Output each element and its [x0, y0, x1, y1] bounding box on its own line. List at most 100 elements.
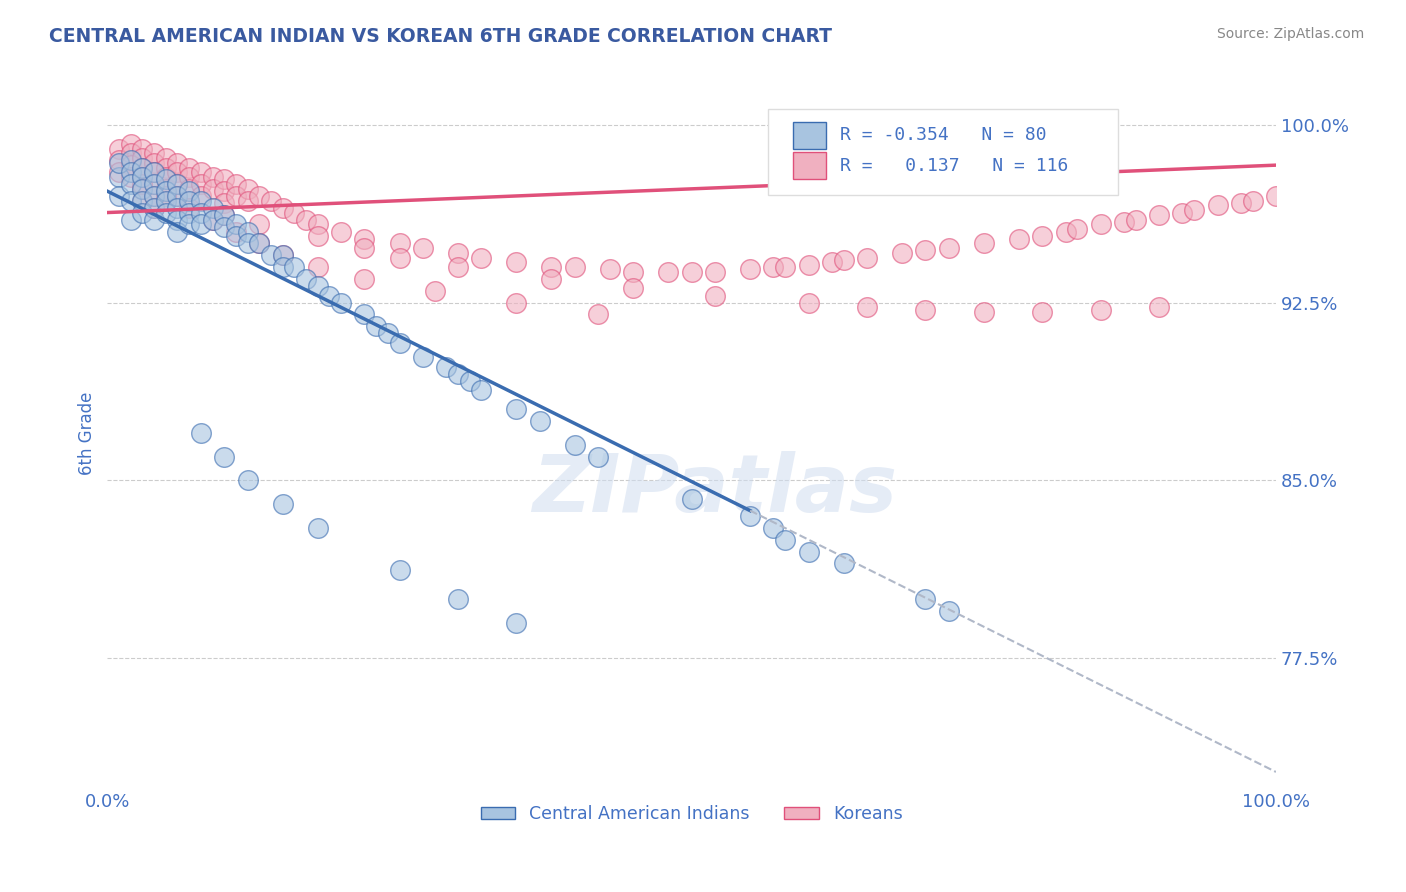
- Point: [353, 241, 375, 255]
- FancyBboxPatch shape: [768, 110, 1118, 194]
- Point: [131, 177, 153, 191]
- Point: [657, 265, 679, 279]
- Point: [505, 402, 527, 417]
- Point: [236, 194, 259, 208]
- Point: [1112, 215, 1135, 229]
- Point: [131, 194, 153, 208]
- Point: [179, 205, 201, 219]
- Point: [143, 155, 166, 169]
- Point: [155, 189, 177, 203]
- Point: [143, 146, 166, 161]
- Point: [681, 492, 703, 507]
- Point: [1265, 189, 1288, 203]
- Point: [505, 255, 527, 269]
- Point: [599, 262, 621, 277]
- Point: [236, 236, 259, 251]
- Point: [190, 194, 212, 208]
- Point: [447, 245, 470, 260]
- Point: [225, 189, 247, 203]
- Point: [973, 305, 995, 319]
- Point: [529, 414, 551, 428]
- Point: [1206, 198, 1229, 212]
- Point: [914, 244, 936, 258]
- Point: [212, 184, 235, 198]
- Point: [388, 564, 411, 578]
- Point: [131, 182, 153, 196]
- Point: [201, 169, 224, 184]
- Point: [295, 272, 318, 286]
- Point: [832, 252, 855, 267]
- Point: [179, 161, 201, 175]
- Point: [564, 438, 586, 452]
- Point: [1090, 218, 1112, 232]
- Point: [190, 205, 212, 219]
- Point: [131, 161, 153, 175]
- Point: [260, 194, 283, 208]
- Point: [586, 308, 609, 322]
- Point: [155, 194, 177, 208]
- Point: [470, 251, 492, 265]
- Point: [762, 521, 785, 535]
- Point: [131, 182, 153, 196]
- Point: [179, 201, 201, 215]
- Point: [388, 251, 411, 265]
- Point: [236, 474, 259, 488]
- Point: [120, 165, 142, 179]
- Point: [353, 272, 375, 286]
- Point: [434, 359, 457, 374]
- Point: [330, 225, 353, 239]
- Point: [120, 146, 142, 161]
- Point: [166, 189, 188, 203]
- Bar: [793, 153, 827, 179]
- Point: [307, 218, 329, 232]
- Point: [108, 155, 131, 169]
- Point: [295, 212, 318, 227]
- Point: [621, 281, 644, 295]
- Point: [166, 212, 188, 227]
- Point: [131, 151, 153, 165]
- Point: [108, 165, 131, 179]
- Point: [179, 184, 201, 198]
- Point: [412, 241, 434, 255]
- Point: [821, 255, 844, 269]
- Point: [190, 425, 212, 440]
- Point: [773, 260, 796, 274]
- Point: [201, 212, 224, 227]
- Point: [143, 177, 166, 191]
- Point: [212, 219, 235, 234]
- Point: [307, 279, 329, 293]
- Point: [1008, 232, 1031, 246]
- Point: [108, 189, 131, 203]
- Point: [891, 245, 914, 260]
- Point: [938, 604, 960, 618]
- Point: [166, 155, 188, 169]
- Point: [307, 229, 329, 244]
- Point: [330, 295, 353, 310]
- Point: [166, 201, 188, 215]
- Point: [388, 335, 411, 350]
- Legend: Central American Indians, Koreans: Central American Indians, Koreans: [474, 797, 910, 830]
- Point: [1031, 229, 1053, 244]
- Point: [832, 557, 855, 571]
- Point: [938, 241, 960, 255]
- Point: [166, 177, 188, 191]
- Point: [621, 265, 644, 279]
- Point: [1066, 222, 1088, 236]
- Point: [271, 497, 294, 511]
- Point: [120, 136, 142, 151]
- Point: [131, 194, 153, 208]
- Point: [271, 248, 294, 262]
- Point: [797, 258, 820, 272]
- Point: [458, 374, 481, 388]
- Point: [505, 615, 527, 630]
- Text: ZIPatlas: ZIPatlas: [533, 450, 897, 529]
- Point: [1090, 302, 1112, 317]
- Point: [155, 184, 177, 198]
- Text: R = -0.354   N = 80: R = -0.354 N = 80: [839, 126, 1046, 144]
- Point: [447, 591, 470, 606]
- Bar: [793, 121, 827, 149]
- Point: [166, 177, 188, 191]
- Point: [318, 288, 340, 302]
- Point: [120, 158, 142, 172]
- Point: [1125, 212, 1147, 227]
